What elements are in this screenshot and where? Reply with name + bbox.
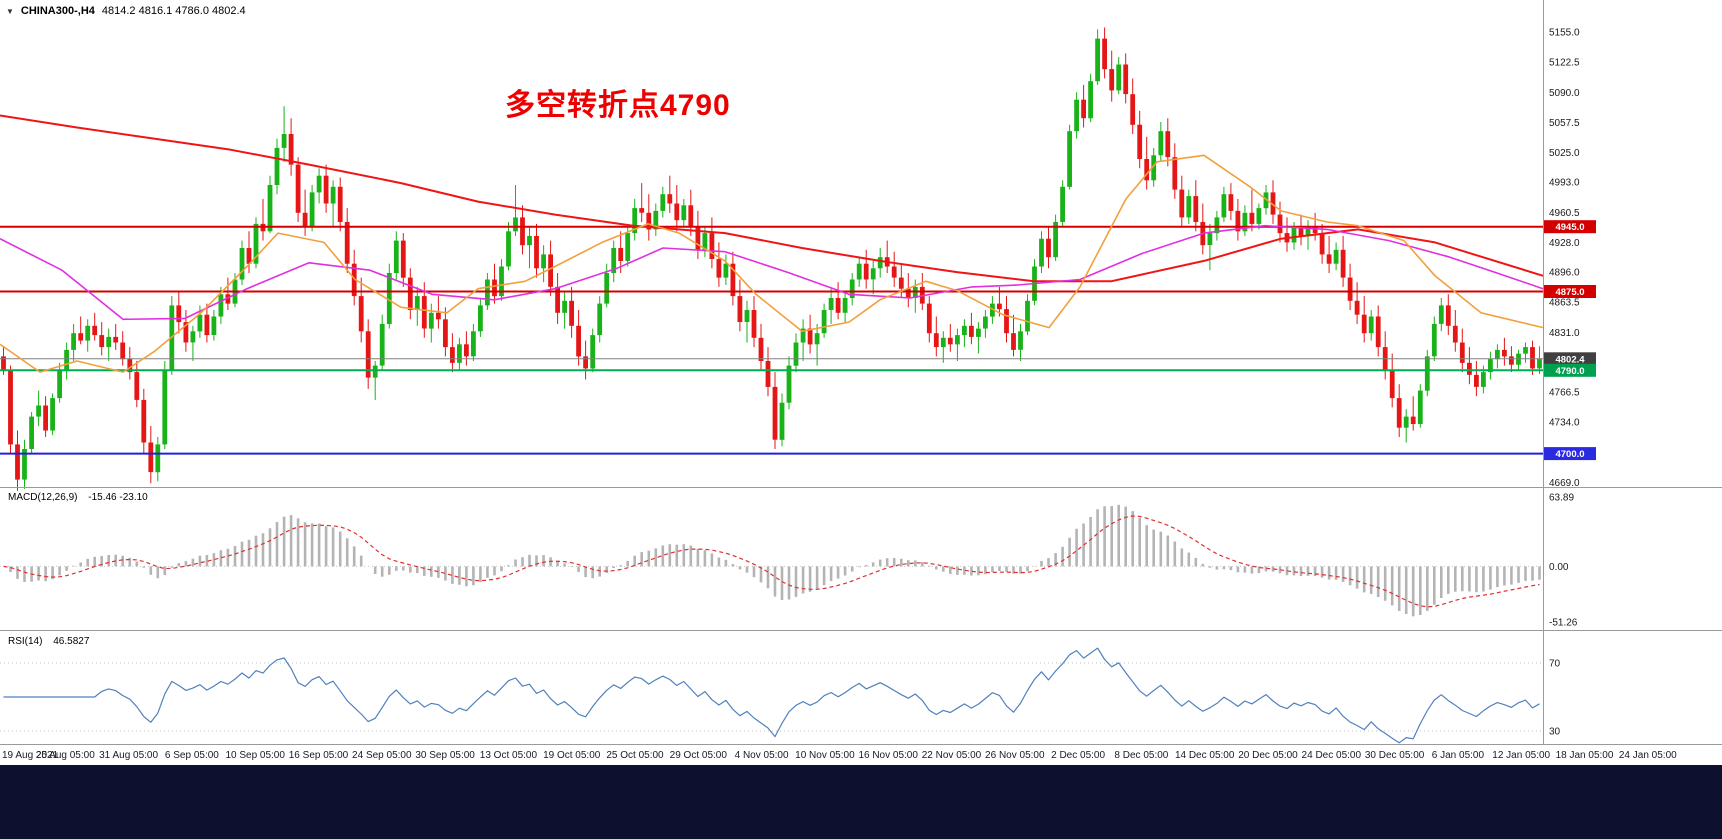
rsi-label: RSI(14) 46.5827 [8,636,89,647]
svg-text:26 Nov 05:00: 26 Nov 05:00 [985,750,1045,761]
svg-text:4896.0: 4896.0 [1549,268,1580,279]
svg-text:2 Dec 05:00: 2 Dec 05:00 [1051,750,1105,761]
svg-text:4 Nov 05:00: 4 Nov 05:00 [735,750,789,761]
svg-text:8 Dec 05:00: 8 Dec 05:00 [1114,750,1168,761]
svg-text:6 Sep 05:00: 6 Sep 05:00 [165,750,219,761]
rsi-name: RSI(14) [8,636,43,647]
price-tag-4945.0 [1544,220,1596,234]
svg-text:5057.5: 5057.5 [1549,118,1580,129]
macd-name: MACD(12,26,9) [8,492,78,503]
macd-values: -15.46 -23.10 [88,492,148,503]
svg-text:10 Nov 05:00: 10 Nov 05:00 [795,750,855,761]
svg-text:6 Jan 05:00: 6 Jan 05:00 [1432,750,1485,761]
svg-text:29 Oct 05:00: 29 Oct 05:00 [670,750,728,761]
svg-text:31 Aug 05:00: 31 Aug 05:00 [99,750,158,761]
svg-text:4790.0: 4790.0 [1555,366,1584,377]
svg-text:19 Oct 05:00: 19 Oct 05:00 [543,750,601,761]
svg-text:14 Dec 05:00: 14 Dec 05:00 [1175,750,1235,761]
svg-text:63.89: 63.89 [1549,493,1574,504]
svg-text:24 Sep 05:00: 24 Sep 05:00 [352,750,412,761]
svg-text:4928.0: 4928.0 [1549,238,1580,249]
svg-text:4863.5: 4863.5 [1549,298,1580,309]
price-tag-4700.0 [1544,447,1596,461]
ma-line-mid-magenta [0,224,1544,321]
candles-layer [1,27,1542,491]
svg-text:5122.5: 5122.5 [1549,58,1580,69]
svg-text:5090.0: 5090.0 [1549,88,1580,99]
rsi-value: 46.5827 [53,636,90,647]
svg-text:16 Sep 05:00: 16 Sep 05:00 [289,750,349,761]
svg-text:16 Nov 05:00: 16 Nov 05:00 [858,750,918,761]
svg-text:4831.0: 4831.0 [1549,328,1580,339]
ma-line-slow-red [0,114,1544,283]
annotation-text[interactable]: 多空转折点4790 [505,89,731,122]
svg-text:5025.0: 5025.0 [1549,148,1580,159]
ma-line-fast-orange [0,154,1544,373]
svg-text:4875.0: 4875.0 [1555,287,1584,298]
symbol-timeframe-label: CHINA300-,H4 [20,5,95,17]
level-lines-layer [0,225,1543,455]
price-tag-4790.0 [1544,363,1596,377]
svg-text:19 Aug 2021: 19 Aug 2021 [2,750,59,761]
bottom-bar [0,765,1722,839]
price-axis: 5155.0 5122.5 5090.0 5057.5 5025.0 4993.0 4960… [1544,28,1596,489]
svg-text:12 Jan 05:00: 12 Jan 05:00 [1492,750,1550,761]
svg-text:4700.0: 4700.0 [1555,449,1584,460]
panel-borders [0,0,1722,745]
svg-text:13 Oct 05:00: 13 Oct 05:00 [480,750,538,761]
svg-text:30: 30 [1549,727,1561,738]
svg-text:25 Oct 05:00: 25 Oct 05:00 [606,750,664,761]
svg-text:24 Jan 05:00: 24 Jan 05:00 [1619,750,1677,761]
price-tag-4802.4 [1544,352,1596,366]
svg-text:30 Dec 05:00: 30 Dec 05:00 [1365,750,1425,761]
svg-text:0.00: 0.00 [1549,562,1569,573]
ohlc-values: 4814.2 4816.1 4786.0 4802.4 [101,5,246,17]
rsi-panel: 70 30 [0,647,1561,744]
price-tag-4875.0 [1544,285,1596,298]
svg-text:30 Sep 05:00: 30 Sep 05:00 [415,750,475,761]
svg-text:18 Jan 05:00: 18 Jan 05:00 [1556,750,1614,761]
svg-text:20 Dec 05:00: 20 Dec 05:00 [1238,750,1298,761]
svg-text:70: 70 [1549,659,1561,670]
svg-text:5155.0: 5155.0 [1549,28,1580,39]
svg-text:4734.0: 4734.0 [1549,418,1580,429]
svg-text:4802.4: 4802.4 [1555,354,1585,365]
collapse-icon[interactable]: ▼ [6,6,14,16]
svg-text:4993.0: 4993.0 [1549,178,1580,189]
svg-text:25 Aug 05:00: 25 Aug 05:00 [36,750,95,761]
svg-text:24 Dec 05:00: 24 Dec 05:00 [1302,750,1362,761]
macd-panel: 63.89 0.00 -51.26 [0,493,1578,629]
symbol-info-bar: ▼ CHINA300-,H4 4814.2 4816.1 4786.0 4802… [6,5,246,17]
rsi-line [3,647,1540,744]
macd-label: MACD(12,26,9) -15.46 -23.10 [8,492,148,503]
svg-text:-51.26: -51.26 [1549,618,1578,629]
moving-averages-layer [0,114,1544,373]
svg-text:4945.0: 4945.0 [1555,222,1584,233]
svg-text:4960.5: 4960.5 [1549,208,1580,219]
macd-signal-line [3,515,1540,608]
svg-text:4766.5: 4766.5 [1549,388,1580,399]
svg-text:4669.0: 4669.0 [1549,478,1580,489]
svg-text:22 Nov 05:00: 22 Nov 05:00 [922,750,982,761]
svg-text:10 Sep 05:00: 10 Sep 05:00 [225,750,285,761]
